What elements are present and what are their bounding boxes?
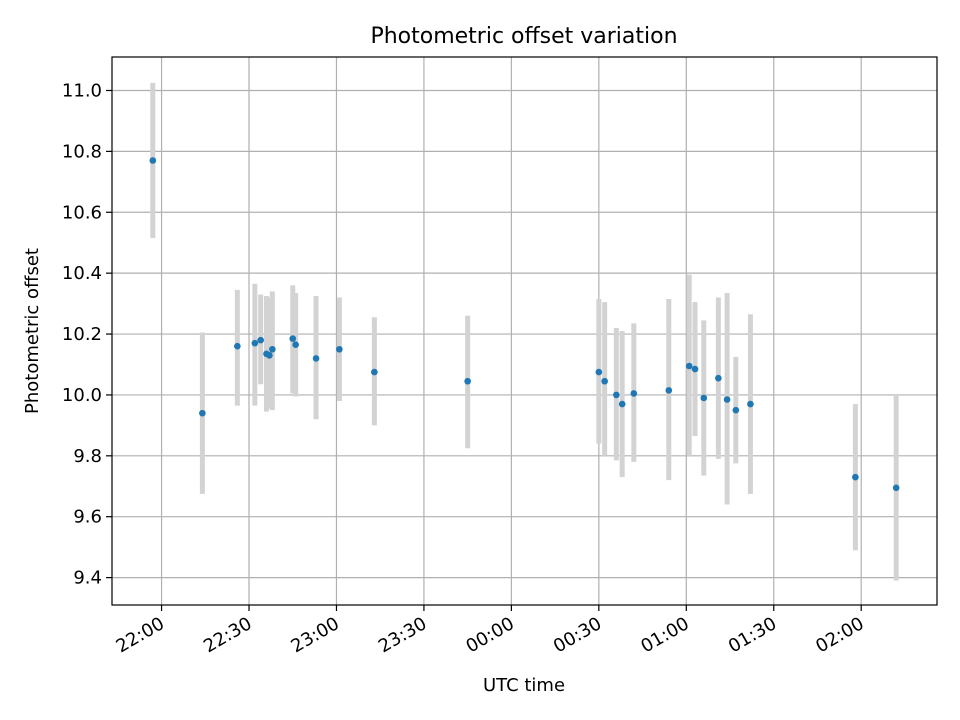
plot-frame <box>111 56 938 606</box>
y-tick-label: 10.6 <box>62 202 102 223</box>
data-point <box>292 341 299 349</box>
x-tick-label: 22:00 <box>113 613 168 657</box>
data-point <box>464 377 471 385</box>
y-tick-label: 9.8 <box>73 446 102 467</box>
y-tick-label: 11.0 <box>62 80 102 101</box>
data-point <box>685 362 693 370</box>
y-tick-label: 10.4 <box>62 263 102 284</box>
x-axis-label: UTC time <box>483 675 565 696</box>
data-point <box>199 409 206 417</box>
data-point <box>269 345 276 353</box>
data-point <box>613 391 620 399</box>
error-bars <box>150 82 899 581</box>
data-point <box>892 484 900 492</box>
data-point <box>630 390 638 397</box>
data-point <box>595 368 603 376</box>
data-point <box>266 352 273 359</box>
y-tick-label: 10.8 <box>62 141 102 162</box>
data-point <box>747 400 754 408</box>
x-tick-label: 00:00 <box>462 613 517 657</box>
x-tick-label: 22:30 <box>200 613 255 657</box>
y-tick-label: 9.4 <box>73 568 102 589</box>
data-point <box>665 387 673 394</box>
grid-lines <box>112 57 937 605</box>
data-point <box>251 339 259 347</box>
data-point <box>852 473 859 481</box>
chart-title: Photometric offset variation <box>370 24 677 49</box>
data-point <box>700 394 708 402</box>
data-point <box>732 406 740 414</box>
data-points <box>149 157 900 492</box>
x-tick-label: 00:30 <box>550 613 605 657</box>
y-axis-label: Photometric offset <box>22 248 43 414</box>
data-point <box>149 157 157 164</box>
x-tick-label: 23:30 <box>375 613 430 657</box>
x-tick-label: 01:30 <box>725 613 780 657</box>
x-axis: 22:00 22:30 23:00 23:30 00:00 00:30 01:00 01:30… <box>113 605 868 657</box>
y-tick-label: 9.6 <box>73 507 102 528</box>
data-point <box>257 336 264 344</box>
data-point <box>312 355 320 362</box>
data-point <box>336 345 343 353</box>
y-tick-label: 10.0 <box>62 385 102 406</box>
data-point <box>234 342 241 350</box>
y-axis: 9.4 9.6 9.8 10.0 10.2 10.4 10.6 10.8 11.0 <box>62 80 112 589</box>
x-tick-label: 01:00 <box>637 613 692 657</box>
x-tick-label: 02:00 <box>812 613 867 657</box>
data-point <box>691 365 699 373</box>
data-point <box>371 368 378 376</box>
data-point <box>289 335 297 342</box>
data-point <box>618 400 626 408</box>
data-point <box>715 374 722 382</box>
y-tick-label: 10.2 <box>62 324 102 345</box>
x-tick-label: 23:00 <box>288 613 343 657</box>
data-point <box>723 396 731 403</box>
data-point <box>601 377 608 385</box>
